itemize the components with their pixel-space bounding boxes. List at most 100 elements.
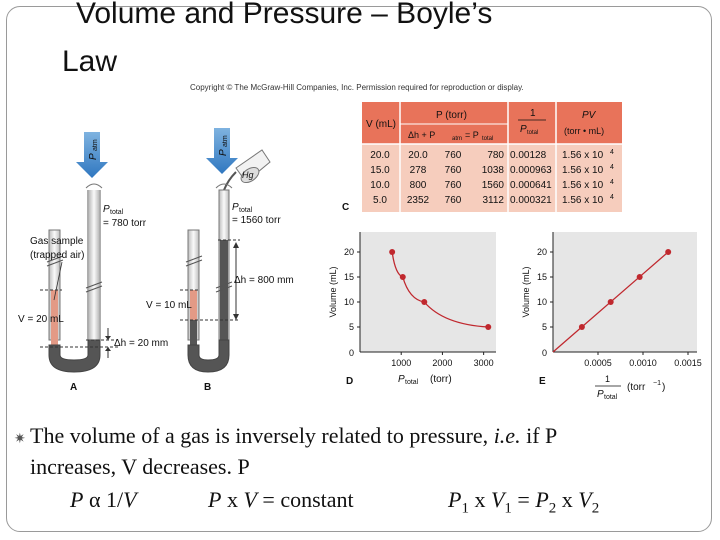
table-row: 15.0 278 760 1038 0.000963 1.56 x 10 4 — [370, 164, 614, 176]
cell-patm: 760 — [445, 195, 462, 206]
line1-ie: i.e. — [493, 423, 521, 448]
eq-p1: P — [448, 487, 462, 512]
cell-ptotal: 780 — [487, 150, 504, 161]
data-point — [485, 324, 492, 330]
cell-inverse: 0.000641 — [510, 180, 552, 191]
line3-const: = constant — [256, 487, 354, 512]
cell-pv-exponent: 4 — [610, 179, 614, 186]
y-tick-label: 5 — [542, 322, 547, 332]
text-line-3b: P x V = constant — [208, 487, 354, 513]
cell-pv: 1.56 x 10 — [562, 180, 604, 191]
y-axis-label: Volume (mL) — [328, 266, 338, 317]
line3-v: V — [123, 487, 137, 512]
line3-p: P — [70, 487, 84, 512]
x-axis-label-unit: (torr) — [430, 374, 452, 385]
cell-volume: 15.0 — [370, 165, 390, 176]
y-axis-label: Volume (mL) — [521, 266, 531, 317]
panel-letter: D — [346, 376, 353, 387]
x-axis-label-sub: total — [405, 379, 419, 386]
y-tick-label: 15 — [537, 272, 547, 282]
x-tick-label: 1000 — [391, 358, 411, 368]
cell-inverse: 0.00128 — [510, 150, 547, 161]
cell-dh: 20.0 — [408, 150, 428, 161]
x-axis-label-p: P — [398, 374, 405, 385]
y-tick-label: 20 — [537, 247, 547, 257]
gas-sample-label: Gas sample — [30, 236, 84, 247]
cell-patm: 760 — [445, 150, 462, 161]
cell-pv: 1.56 x 10 — [562, 165, 604, 176]
eq-x1: x — [468, 487, 491, 512]
dh-label-a: Δh = 20 mm — [114, 338, 168, 349]
data-point — [607, 299, 614, 305]
cell-dh: 800 — [410, 180, 427, 191]
x-tick-label: 0.0010 — [629, 358, 657, 368]
data-table: V (mL) P (torr) Δh + P atm = P total 1 P… — [342, 102, 622, 213]
y-tick-label: 10 — [344, 297, 354, 307]
text-line-3c: P1 x V1 = P2 x V2 — [448, 487, 599, 517]
patm-arrow-a — [76, 132, 108, 178]
series-curve — [391, 251, 489, 328]
eq-sub2b: 2 — [591, 500, 600, 517]
cell-ptotal: 3112 — [482, 195, 504, 206]
cell-pv: 1.56 x 10 — [562, 150, 604, 161]
ptotal-a-sub: total — [110, 209, 124, 216]
line3-x: x — [221, 487, 244, 512]
table-header-bg — [362, 102, 622, 144]
x-axis-label-unit-close: ) — [662, 382, 665, 393]
data-point — [578, 324, 585, 330]
table-body-bg — [362, 144, 622, 212]
table-header-sum-sub: atm — [452, 136, 462, 142]
cell-volume: 10.0 — [370, 180, 390, 191]
table-row: 5.0 2352 760 3112 0.000321 1.56 x 10 4 — [373, 194, 614, 206]
patm-a-p: P — [88, 153, 99, 160]
x-tick-label: 3000 — [474, 358, 494, 368]
cell-patm: 760 — [445, 165, 462, 176]
cell-volume: 5.0 — [373, 195, 387, 206]
table-rows: 20.0 20.0 760 780 0.00128 1.56 x 10 4 15.0 278 76… — [370, 149, 614, 206]
ptotal-b-p: P — [232, 202, 239, 213]
text-line-1: The volume of a gas is inversely related… — [30, 423, 557, 449]
proportional-symbol: α — [88, 487, 101, 512]
volume-label-b: V = 10 mL — [146, 300, 192, 311]
table-row: 10.0 800 760 1560 0.000641 1.56 x 10 4 — [370, 179, 614, 191]
line3-v2: V — [243, 487, 257, 512]
eq-p2: P — [535, 487, 549, 512]
data-point — [421, 299, 428, 305]
x-axis-label-den-sub: total — [604, 394, 618, 401]
chart-e: 5 10 15 20 0.0005 0.0010 0.0015 0 Volume (mL) E 1P… — [521, 232, 702, 401]
cell-inverse: 0.000321 — [510, 195, 552, 206]
cell-dh: 278 — [410, 165, 427, 176]
y-tick-label: 20 — [344, 247, 354, 257]
patm-b-sub: atm — [222, 135, 229, 147]
panel-letter-a: A — [70, 382, 77, 393]
table-header-inv-den-sub: total — [527, 130, 538, 136]
dh-label-b: Δh = 800 mm — [234, 275, 294, 286]
cell-pv: 1.56 x 10 — [562, 195, 604, 206]
ptotal-b-value: = 1560 torr — [232, 215, 281, 226]
table-header-inv-num: 1 — [530, 108, 536, 119]
slide-frame — [6, 6, 712, 532]
cell-pv-exponent: 4 — [610, 149, 614, 156]
apparatus-a: P atm Δh = 20 mm P total = 780 torr Gas … — [18, 132, 168, 393]
text-line-3a: P α 1/V — [70, 487, 137, 513]
table-header-volume: V (mL) — [366, 119, 396, 130]
x-tick-label: 2000 — [432, 358, 452, 368]
origin-label: 0 — [349, 348, 354, 358]
plot-area — [360, 232, 496, 352]
x-axis-label-unit: (torr — [627, 382, 646, 393]
origin-label: 0 — [542, 348, 547, 358]
cell-inverse: 0.000963 — [510, 165, 552, 176]
eq-v2: V — [578, 487, 592, 512]
title-line-2: Law — [62, 45, 118, 78]
data-point — [636, 274, 643, 280]
apparatus-b: P atm Hg Δh = 800 mm P total = 1560 torr… — [146, 128, 294, 393]
eq-sub1: 1 — [461, 500, 469, 517]
trapped-air-label: (trapped air) — [30, 250, 84, 261]
text-line-2: increases, V decreases. P — [30, 454, 250, 479]
patm-a-sub: atm — [92, 139, 99, 151]
table-header-sum: Δh + P — [408, 130, 435, 140]
table-header-eq-sub: total — [482, 136, 493, 142]
table-header-pv-units: (torr • mL) — [564, 126, 604, 136]
